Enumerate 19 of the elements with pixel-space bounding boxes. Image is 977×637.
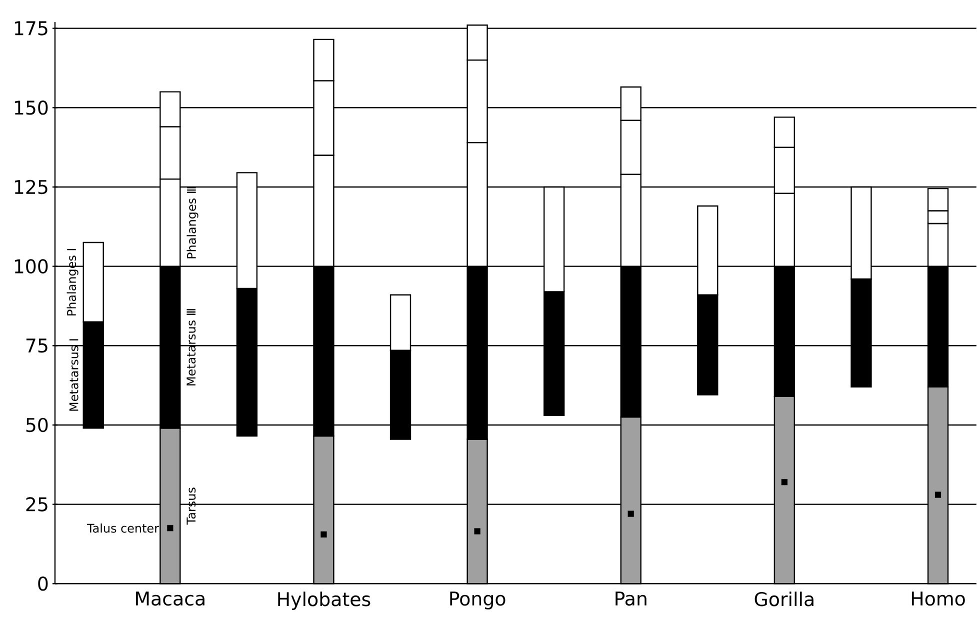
x-tick-label: Macaca — [136, 592, 204, 606]
y-tick-label: 25 — [26, 497, 48, 512]
x-tick-label: Pan — [616, 592, 646, 606]
y-tick-label: 125 — [14, 180, 48, 194]
text: Metatarsus Ⅰ — [69, 339, 78, 411]
text: Metatarsus Ⅲ — [186, 309, 196, 386]
y-tick-label: 0 — [38, 576, 48, 591]
x-tick-label: Gorilla — [754, 592, 814, 606]
text: Phalanges Ⅰ — [66, 249, 78, 316]
x-tick-label: Homo — [912, 592, 965, 606]
y-tick-label: 75 — [26, 338, 48, 353]
y-tick-label: 150 — [14, 100, 48, 116]
x-tick-label: Hylobates — [278, 592, 370, 610]
series-label: Talus center — [86, 524, 159, 533]
y-tick-label: 100 — [14, 259, 48, 274]
x-tick-label: Pongo — [450, 592, 506, 610]
text: Tarsus — [186, 488, 196, 525]
y-tick-label: 50 — [26, 418, 48, 432]
y-tick-label: 175 — [14, 22, 48, 36]
